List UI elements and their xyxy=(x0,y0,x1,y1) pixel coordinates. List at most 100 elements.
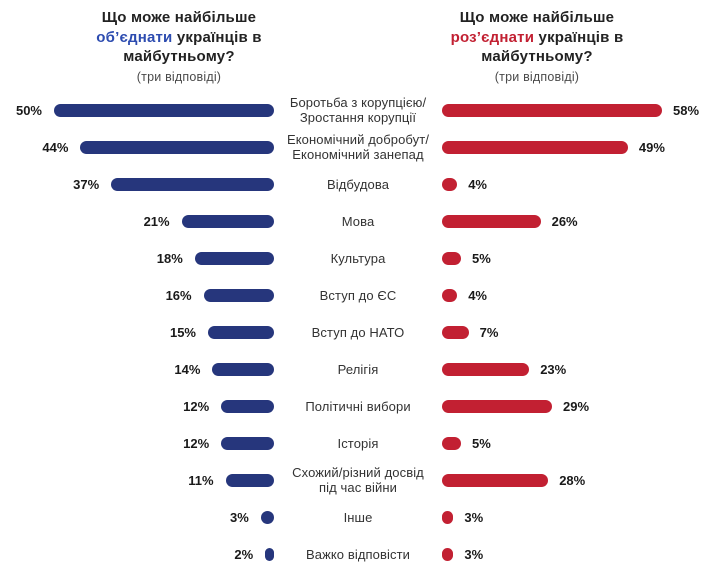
left-bar xyxy=(194,251,274,265)
left-question-title: Що може найбільше об’єднати українців в … xyxy=(0,8,358,85)
left-bar xyxy=(265,547,274,561)
right-title-line3: майбутньому? xyxy=(481,48,593,65)
right-value-label: 26% xyxy=(551,213,578,229)
left-value-label: 3% xyxy=(230,509,249,525)
right-value-label: 3% xyxy=(464,509,484,525)
left-bar-cell: 14% xyxy=(0,362,274,377)
left-bar-cell: 50% xyxy=(0,103,274,118)
right-subtitle: (три відповіді) xyxy=(494,69,580,84)
left-value-label: 12% xyxy=(183,398,210,414)
right-bar-cell: 23% xyxy=(442,362,716,377)
left-bar xyxy=(208,325,274,339)
right-title-line1: Що може найбільше xyxy=(459,9,615,26)
right-question-title: Що може найбільше роз’єднати українців в… xyxy=(358,8,716,85)
left-bar xyxy=(181,214,274,228)
right-bar-cell: 4% xyxy=(442,177,716,192)
category-label: Важко відповісти xyxy=(305,546,411,562)
chart-row: 2% Важко відповісти 3% xyxy=(0,536,716,573)
category-label: Релігія xyxy=(337,361,379,377)
right-bar-cell: 49% xyxy=(442,140,716,155)
left-bar-cell: 44% xyxy=(0,140,274,155)
chart-row: 44% Економічний добробут/ Економічний зан… xyxy=(0,129,716,166)
right-bar-cell: 5% xyxy=(442,251,716,266)
left-bar xyxy=(225,473,274,487)
left-bar-cell: 11% xyxy=(0,473,274,488)
right-bar-cell: 28% xyxy=(442,473,716,488)
left-subtitle: (три відповіді) xyxy=(136,69,222,84)
left-title-line1: Що може найбільше xyxy=(101,9,257,26)
category-label: Мова xyxy=(341,213,375,229)
right-value-label: 4% xyxy=(468,176,487,192)
chart-row: 3% Інше 3% xyxy=(0,499,716,536)
left-bar-cell: 12% xyxy=(0,436,274,451)
right-bar-cell: 29% xyxy=(442,399,716,414)
right-bar xyxy=(442,547,454,561)
right-value-label: 58% xyxy=(673,102,700,118)
left-bar-cell: 18% xyxy=(0,251,274,266)
right-value-label: 4% xyxy=(468,287,487,303)
right-value-label: 29% xyxy=(563,398,590,414)
right-value-label: 49% xyxy=(638,139,665,155)
category-label: Інше xyxy=(343,509,373,525)
category-label: Політичні вибори xyxy=(305,398,411,414)
left-value-label: 37% xyxy=(73,176,100,192)
category-label: Економічний добробут/ Економічний занепа… xyxy=(286,131,430,163)
chart-row: 37% Відбудова 4% xyxy=(0,166,716,203)
right-bar xyxy=(442,214,541,228)
right-bar-cell: 58% xyxy=(442,103,716,118)
right-bar-cell: 4% xyxy=(442,288,716,303)
left-bar-cell: 37% xyxy=(0,177,274,192)
right-bar xyxy=(442,140,628,154)
chart-row: 12% Історія 5% xyxy=(0,425,716,462)
left-bar xyxy=(221,399,274,413)
left-bar-cell: 21% xyxy=(0,214,274,229)
right-bar xyxy=(442,251,461,265)
left-bar-cell: 15% xyxy=(0,325,274,340)
right-bar-cell: 3% xyxy=(442,510,716,525)
left-value-label: 11% xyxy=(188,472,214,488)
chart-header: Що може найбільше об’єднати українців в … xyxy=(0,0,716,85)
chart-row: 16% Вступ до ЄС 4% xyxy=(0,277,716,314)
right-bar xyxy=(442,473,549,487)
right-title-highlight: роз’єднати xyxy=(450,28,535,46)
category-label: Вступ до НАТО xyxy=(311,324,405,340)
left-bar-cell: 3% xyxy=(0,510,274,525)
left-bar-cell: 2% xyxy=(0,547,274,562)
category-label: Історія xyxy=(337,435,379,451)
right-bar xyxy=(442,177,458,191)
right-value-label: 7% xyxy=(479,324,499,340)
left-value-label: 21% xyxy=(143,213,170,229)
category-label: Культура xyxy=(330,250,386,266)
left-bar xyxy=(260,510,274,524)
left-title-highlight: об’єднати xyxy=(96,28,173,46)
right-title-line2: роз’єднати українців в xyxy=(450,28,624,46)
right-value-label: 3% xyxy=(464,546,484,562)
right-bar xyxy=(442,103,662,117)
left-value-label: 15% xyxy=(169,324,196,340)
right-bar xyxy=(442,436,461,450)
left-bar xyxy=(221,436,274,450)
left-bar xyxy=(111,177,274,191)
right-bar-cell: 3% xyxy=(442,547,716,562)
left-bar xyxy=(212,362,274,376)
left-bar xyxy=(80,140,274,154)
right-bar xyxy=(442,362,530,376)
chart-row: 14% Релігія 23% xyxy=(0,351,716,388)
right-value-label: 5% xyxy=(472,250,491,266)
left-value-label: 18% xyxy=(156,250,183,266)
left-bar-cell: 16% xyxy=(0,288,274,303)
chart-row: 15% Вступ до НАТО 7% xyxy=(0,314,716,351)
left-value-label: 44% xyxy=(42,139,69,155)
right-bar xyxy=(442,510,454,524)
chart-row: 11% Схожий/різний досвід під час війни 28% xyxy=(0,462,716,499)
left-title-line3: майбутньому? xyxy=(123,48,235,65)
category-label: Схожий/різний досвід під час війни xyxy=(292,464,424,496)
rows: 50% Боротьба з корупцією/ Зростання коруп… xyxy=(0,92,716,573)
category-label: Вступ до ЄС xyxy=(319,287,397,303)
left-bar xyxy=(54,103,274,117)
left-value-label: 16% xyxy=(165,287,192,303)
right-value-label: 23% xyxy=(540,361,567,377)
chart-row: 50% Боротьба з корупцією/ Зростання коруп… xyxy=(0,92,716,129)
left-title-line2: об’єднати українців в xyxy=(96,28,262,46)
